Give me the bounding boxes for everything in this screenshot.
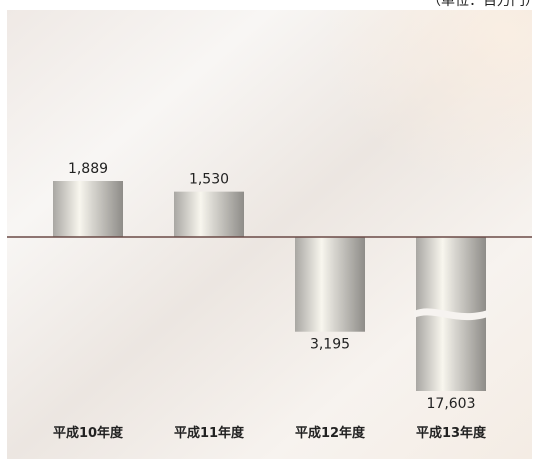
- value-label-1: 1,889: [68, 161, 108, 177]
- unit-note: （単位：百万円）: [427, 0, 539, 9]
- category-label-4: 平成13年度: [416, 425, 487, 441]
- bar-1: [53, 181, 123, 237]
- category-label-1: 平成10年度: [53, 425, 124, 441]
- axis-break-mark: [414, 308, 488, 321]
- category-label-2: 平成11年度: [174, 425, 245, 441]
- category-label-3: 平成12年度: [295, 425, 366, 441]
- bar-2: [174, 191, 244, 237]
- value-label-3: 3,195: [310, 337, 350, 353]
- value-label-4: 17,603: [427, 396, 476, 412]
- value-label-2: 1,530: [189, 172, 229, 188]
- bar-3: [295, 237, 365, 332]
